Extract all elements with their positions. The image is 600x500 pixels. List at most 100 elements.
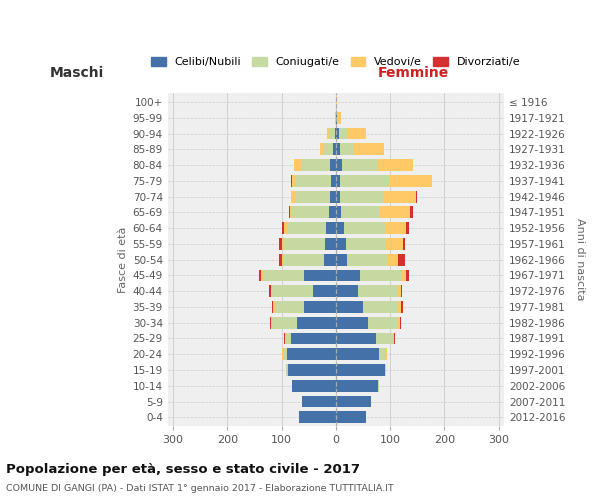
Bar: [326, 128, 329, 140]
Bar: [282, 238, 284, 250]
Bar: [336, 144, 340, 155]
Bar: [286, 332, 292, 344]
Bar: [416, 190, 417, 202]
Bar: [336, 238, 346, 250]
Bar: [398, 286, 401, 297]
Bar: [360, 270, 401, 281]
Bar: [346, 238, 386, 250]
Bar: [292, 175, 296, 186]
Text: COMUNE DI GANGI (PA) - Dati ISTAT 1° gennaio 2017 - Elaborazione TUTTITALIA.IT: COMUNE DI GANGI (PA) - Dati ISTAT 1° gen…: [6, 484, 394, 493]
Bar: [299, 412, 336, 423]
Bar: [281, 348, 283, 360]
Bar: [283, 348, 287, 360]
Bar: [336, 317, 368, 328]
Bar: [289, 206, 290, 218]
Bar: [331, 159, 336, 171]
Bar: [336, 206, 341, 218]
Bar: [406, 270, 409, 281]
Bar: [385, 222, 406, 234]
Bar: [336, 364, 385, 376]
Bar: [304, 270, 336, 281]
Bar: [336, 412, 365, 423]
Bar: [380, 206, 410, 218]
Bar: [336, 301, 363, 313]
Bar: [323, 144, 333, 155]
Bar: [401, 270, 406, 281]
Bar: [271, 317, 272, 328]
Bar: [284, 222, 287, 234]
Y-axis label: Fasce di età: Fasce di età: [118, 226, 128, 293]
Bar: [385, 364, 386, 376]
Bar: [336, 396, 371, 407]
Bar: [261, 270, 263, 281]
Bar: [292, 380, 336, 392]
Bar: [331, 175, 336, 186]
Bar: [304, 301, 336, 313]
Bar: [340, 175, 389, 186]
Bar: [302, 396, 336, 407]
Bar: [368, 317, 398, 328]
Bar: [335, 128, 336, 140]
Bar: [286, 364, 288, 376]
Bar: [325, 238, 336, 250]
Bar: [284, 332, 285, 344]
Bar: [281, 254, 283, 266]
Bar: [347, 128, 365, 140]
Bar: [403, 238, 405, 250]
Bar: [358, 286, 398, 297]
Bar: [326, 222, 336, 234]
Bar: [287, 222, 326, 234]
Bar: [320, 144, 323, 155]
Bar: [338, 112, 341, 124]
Bar: [285, 332, 286, 344]
Bar: [377, 159, 413, 171]
Bar: [336, 222, 344, 234]
Bar: [272, 301, 274, 313]
Bar: [287, 348, 336, 360]
Bar: [389, 175, 433, 186]
Bar: [301, 159, 331, 171]
Bar: [388, 254, 398, 266]
Bar: [284, 238, 325, 250]
Bar: [336, 128, 338, 140]
Bar: [281, 222, 284, 234]
Bar: [259, 270, 261, 281]
Bar: [341, 206, 380, 218]
Bar: [271, 286, 272, 297]
Bar: [354, 144, 383, 155]
Bar: [275, 301, 304, 313]
Bar: [336, 286, 358, 297]
Bar: [279, 254, 281, 266]
Bar: [296, 175, 331, 186]
Bar: [294, 159, 301, 171]
Bar: [272, 286, 313, 297]
Bar: [378, 380, 379, 392]
Bar: [280, 238, 282, 250]
Bar: [335, 112, 336, 124]
Bar: [263, 270, 304, 281]
Bar: [336, 380, 378, 392]
Bar: [295, 190, 331, 202]
Text: Popolazione per età, sesso e stato civile - 2017: Popolazione per età, sesso e stato civil…: [6, 462, 360, 475]
Bar: [398, 301, 401, 313]
Bar: [297, 317, 336, 328]
Bar: [344, 222, 385, 234]
Bar: [292, 332, 336, 344]
Bar: [290, 206, 292, 218]
Bar: [383, 190, 416, 202]
Bar: [376, 332, 393, 344]
Bar: [410, 206, 413, 218]
Bar: [272, 317, 297, 328]
Bar: [338, 128, 347, 140]
Bar: [363, 301, 398, 313]
Bar: [291, 190, 295, 202]
Bar: [398, 254, 404, 266]
Bar: [393, 332, 394, 344]
Bar: [337, 112, 338, 124]
Bar: [313, 286, 336, 297]
Bar: [336, 175, 340, 186]
Bar: [324, 254, 336, 266]
Bar: [291, 175, 292, 186]
Bar: [406, 222, 409, 234]
Y-axis label: Anni di nascita: Anni di nascita: [575, 218, 585, 301]
